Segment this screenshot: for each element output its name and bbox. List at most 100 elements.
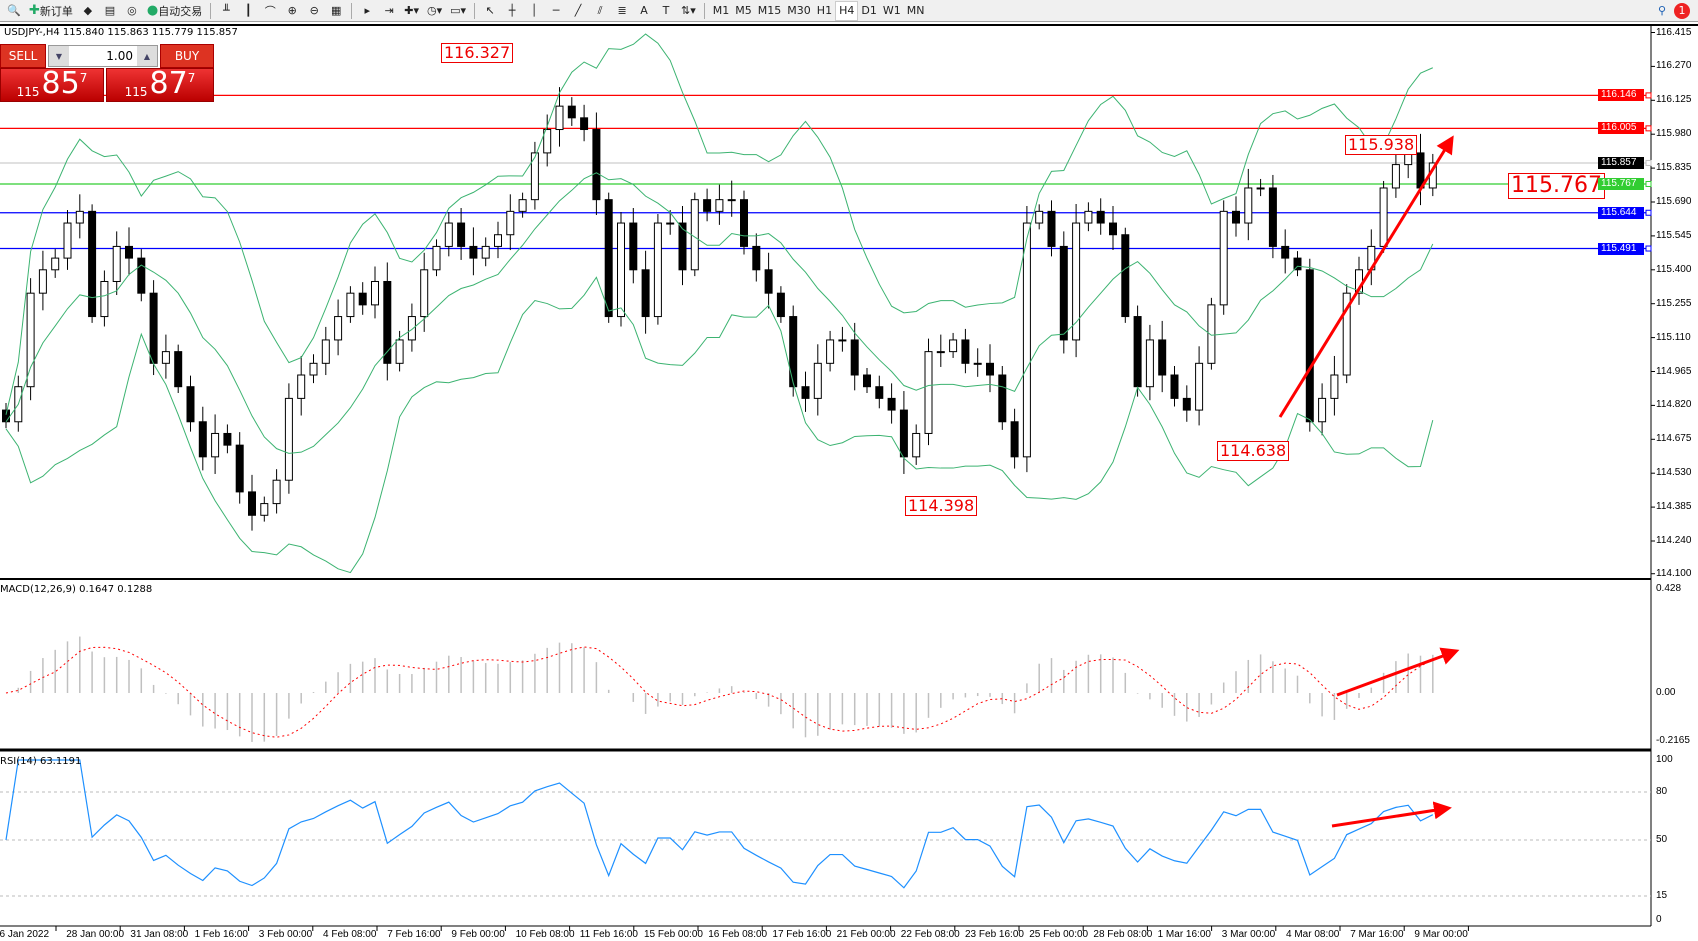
annotation-recent-high[interactable]: 115.938 — [1345, 135, 1418, 155]
candle-bullish[interactable] — [826, 339, 835, 364]
annotation-high[interactable]: 116.327 — [441, 43, 514, 63]
level-handle[interactable] — [1645, 92, 1652, 99]
candle-bullish[interactable] — [51, 257, 60, 271]
candle-bullish[interactable] — [1022, 222, 1031, 458]
candle-bullish[interactable] — [690, 199, 699, 271]
candle-bullish[interactable] — [506, 210, 515, 236]
periods-icon[interactable]: ◷▾ — [427, 4, 443, 17]
macd-trend-arrow[interactable] — [1336, 647, 1460, 697]
candle-bullish[interactable] — [1391, 164, 1400, 189]
candle-bullish[interactable] — [555, 105, 564, 131]
candle-bearish[interactable] — [961, 339, 970, 364]
price-trend-arrow[interactable] — [1278, 135, 1454, 418]
candle-bearish[interactable] — [875, 386, 884, 399]
sell-button[interactable]: SELL — [0, 44, 46, 68]
candle-bullish[interactable] — [715, 199, 724, 212]
search-icon[interactable]: 🔍 — [7, 4, 21, 17]
fibonacci-icon[interactable]: ≣ — [617, 4, 627, 17]
candle-bullish[interactable] — [1318, 397, 1327, 423]
candle-bearish[interactable] — [1268, 187, 1277, 247]
candle-bearish[interactable] — [604, 199, 613, 318]
lots-input[interactable]: ▼ 1.00 ▲ — [48, 45, 158, 67]
candle-bullish[interactable] — [63, 222, 72, 259]
candle-bearish[interactable] — [998, 374, 1007, 423]
annotation-low[interactable]: 114.398 — [905, 496, 978, 516]
candle-bearish[interactable] — [469, 245, 478, 259]
candle-bearish[interactable] — [592, 129, 601, 201]
candle-bearish[interactable] — [125, 245, 133, 259]
candle-bullish[interactable] — [272, 479, 281, 505]
candle-bearish[interactable] — [1047, 210, 1056, 247]
candle-bearish[interactable] — [1133, 316, 1142, 388]
candle-bullish[interactable] — [309, 362, 318, 376]
candle-bearish[interactable] — [149, 292, 158, 364]
candle-bullish[interactable] — [518, 199, 527, 212]
candle-bearish[interactable] — [678, 222, 687, 271]
candle-bullish[interactable] — [1035, 210, 1044, 224]
candle-bearish[interactable] — [1182, 397, 1191, 411]
new-order-button[interactable]: ✚ 新订单 — [26, 1, 76, 21]
candle-bullish[interactable] — [1244, 187, 1253, 224]
candle-bullish[interactable] — [936, 351, 945, 354]
candle-bullish[interactable] — [420, 269, 429, 318]
candle-bullish[interactable] — [432, 245, 441, 271]
candle-bearish[interactable] — [137, 257, 146, 294]
candle-bullish[interactable] — [1072, 222, 1081, 341]
candle-bearish[interactable] — [186, 386, 195, 423]
level-handle[interactable] — [1645, 245, 1652, 252]
candle-bearish[interactable] — [776, 292, 785, 318]
trendline-icon[interactable]: ╱ — [574, 4, 582, 17]
autoscroll-icon[interactable]: ▸ — [364, 4, 371, 17]
level-handle[interactable] — [1645, 125, 1652, 132]
candle-bullish[interactable] — [666, 222, 675, 225]
auto-trading-button[interactable]: ● 自动交易 — [144, 1, 205, 21]
candle-bearish[interactable] — [457, 222, 466, 247]
decrease-lots-button[interactable]: ▼ — [49, 46, 69, 66]
candle-bullish[interactable] — [321, 339, 330, 364]
candle-bearish[interactable] — [850, 339, 859, 376]
signal-icon[interactable]: ◎ — [127, 4, 137, 17]
candle-bullish[interactable] — [481, 245, 490, 259]
candle-bearish[interactable] — [248, 491, 256, 516]
candle-bullish[interactable] — [653, 222, 662, 318]
candle-bullish[interactable] — [1145, 339, 1154, 388]
annotation-level[interactable]: 115.767 — [1508, 173, 1605, 199]
candle-bearish[interactable] — [567, 105, 576, 119]
candle-bearish[interactable] — [383, 280, 392, 364]
candle-bullish[interactable] — [1379, 187, 1388, 247]
candle-bearish[interactable] — [740, 199, 748, 247]
candle-bullish[interactable] — [617, 222, 625, 318]
candle-bearish[interactable] — [629, 222, 638, 271]
buy-price[interactable]: 115 87 7 — [106, 68, 214, 102]
candle-bearish[interactable] — [358, 292, 367, 306]
candle-bullish[interactable] — [494, 234, 502, 247]
candle-bullish[interactable] — [838, 339, 847, 342]
notification-badge[interactable]: 1 — [1674, 2, 1690, 19]
candle-bearish[interactable] — [887, 397, 896, 411]
candle-bearish[interactable] — [1096, 210, 1105, 224]
level-handle[interactable] — [1645, 159, 1652, 166]
candle-bearish[interactable] — [1170, 374, 1179, 399]
candle-bullish[interactable] — [334, 316, 343, 341]
candle-bearish[interactable] — [1281, 245, 1290, 259]
candle-bullish[interactable] — [26, 292, 35, 388]
candle-bearish[interactable] — [641, 269, 650, 318]
candle-bearish[interactable] — [801, 386, 810, 399]
candle-bullish[interactable] — [949, 339, 958, 353]
zoom-out-icon[interactable]: ⊖ — [309, 4, 319, 17]
candle-bullish[interactable] — [543, 129, 552, 154]
candle-bullish[interactable] — [407, 316, 416, 341]
candle-bullish[interactable] — [100, 280, 109, 318]
candle-bearish[interactable] — [1121, 234, 1130, 318]
tile-windows-icon[interactable]: ▦ — [331, 4, 342, 17]
candle-bearish[interactable] — [198, 421, 207, 458]
timeframe-h4[interactable]: H4 — [835, 0, 859, 21]
buy-button[interactable]: BUY — [160, 44, 214, 68]
candle-bearish[interactable] — [2, 409, 10, 423]
candle-bullish[interactable] — [1330, 374, 1339, 399]
line-chart-icon[interactable]: ⌒ — [264, 4, 276, 18]
candle-bullish[interactable] — [260, 503, 269, 516]
candle-bullish[interactable] — [371, 280, 379, 306]
cursor-icon[interactable]: ↖ — [485, 4, 495, 17]
